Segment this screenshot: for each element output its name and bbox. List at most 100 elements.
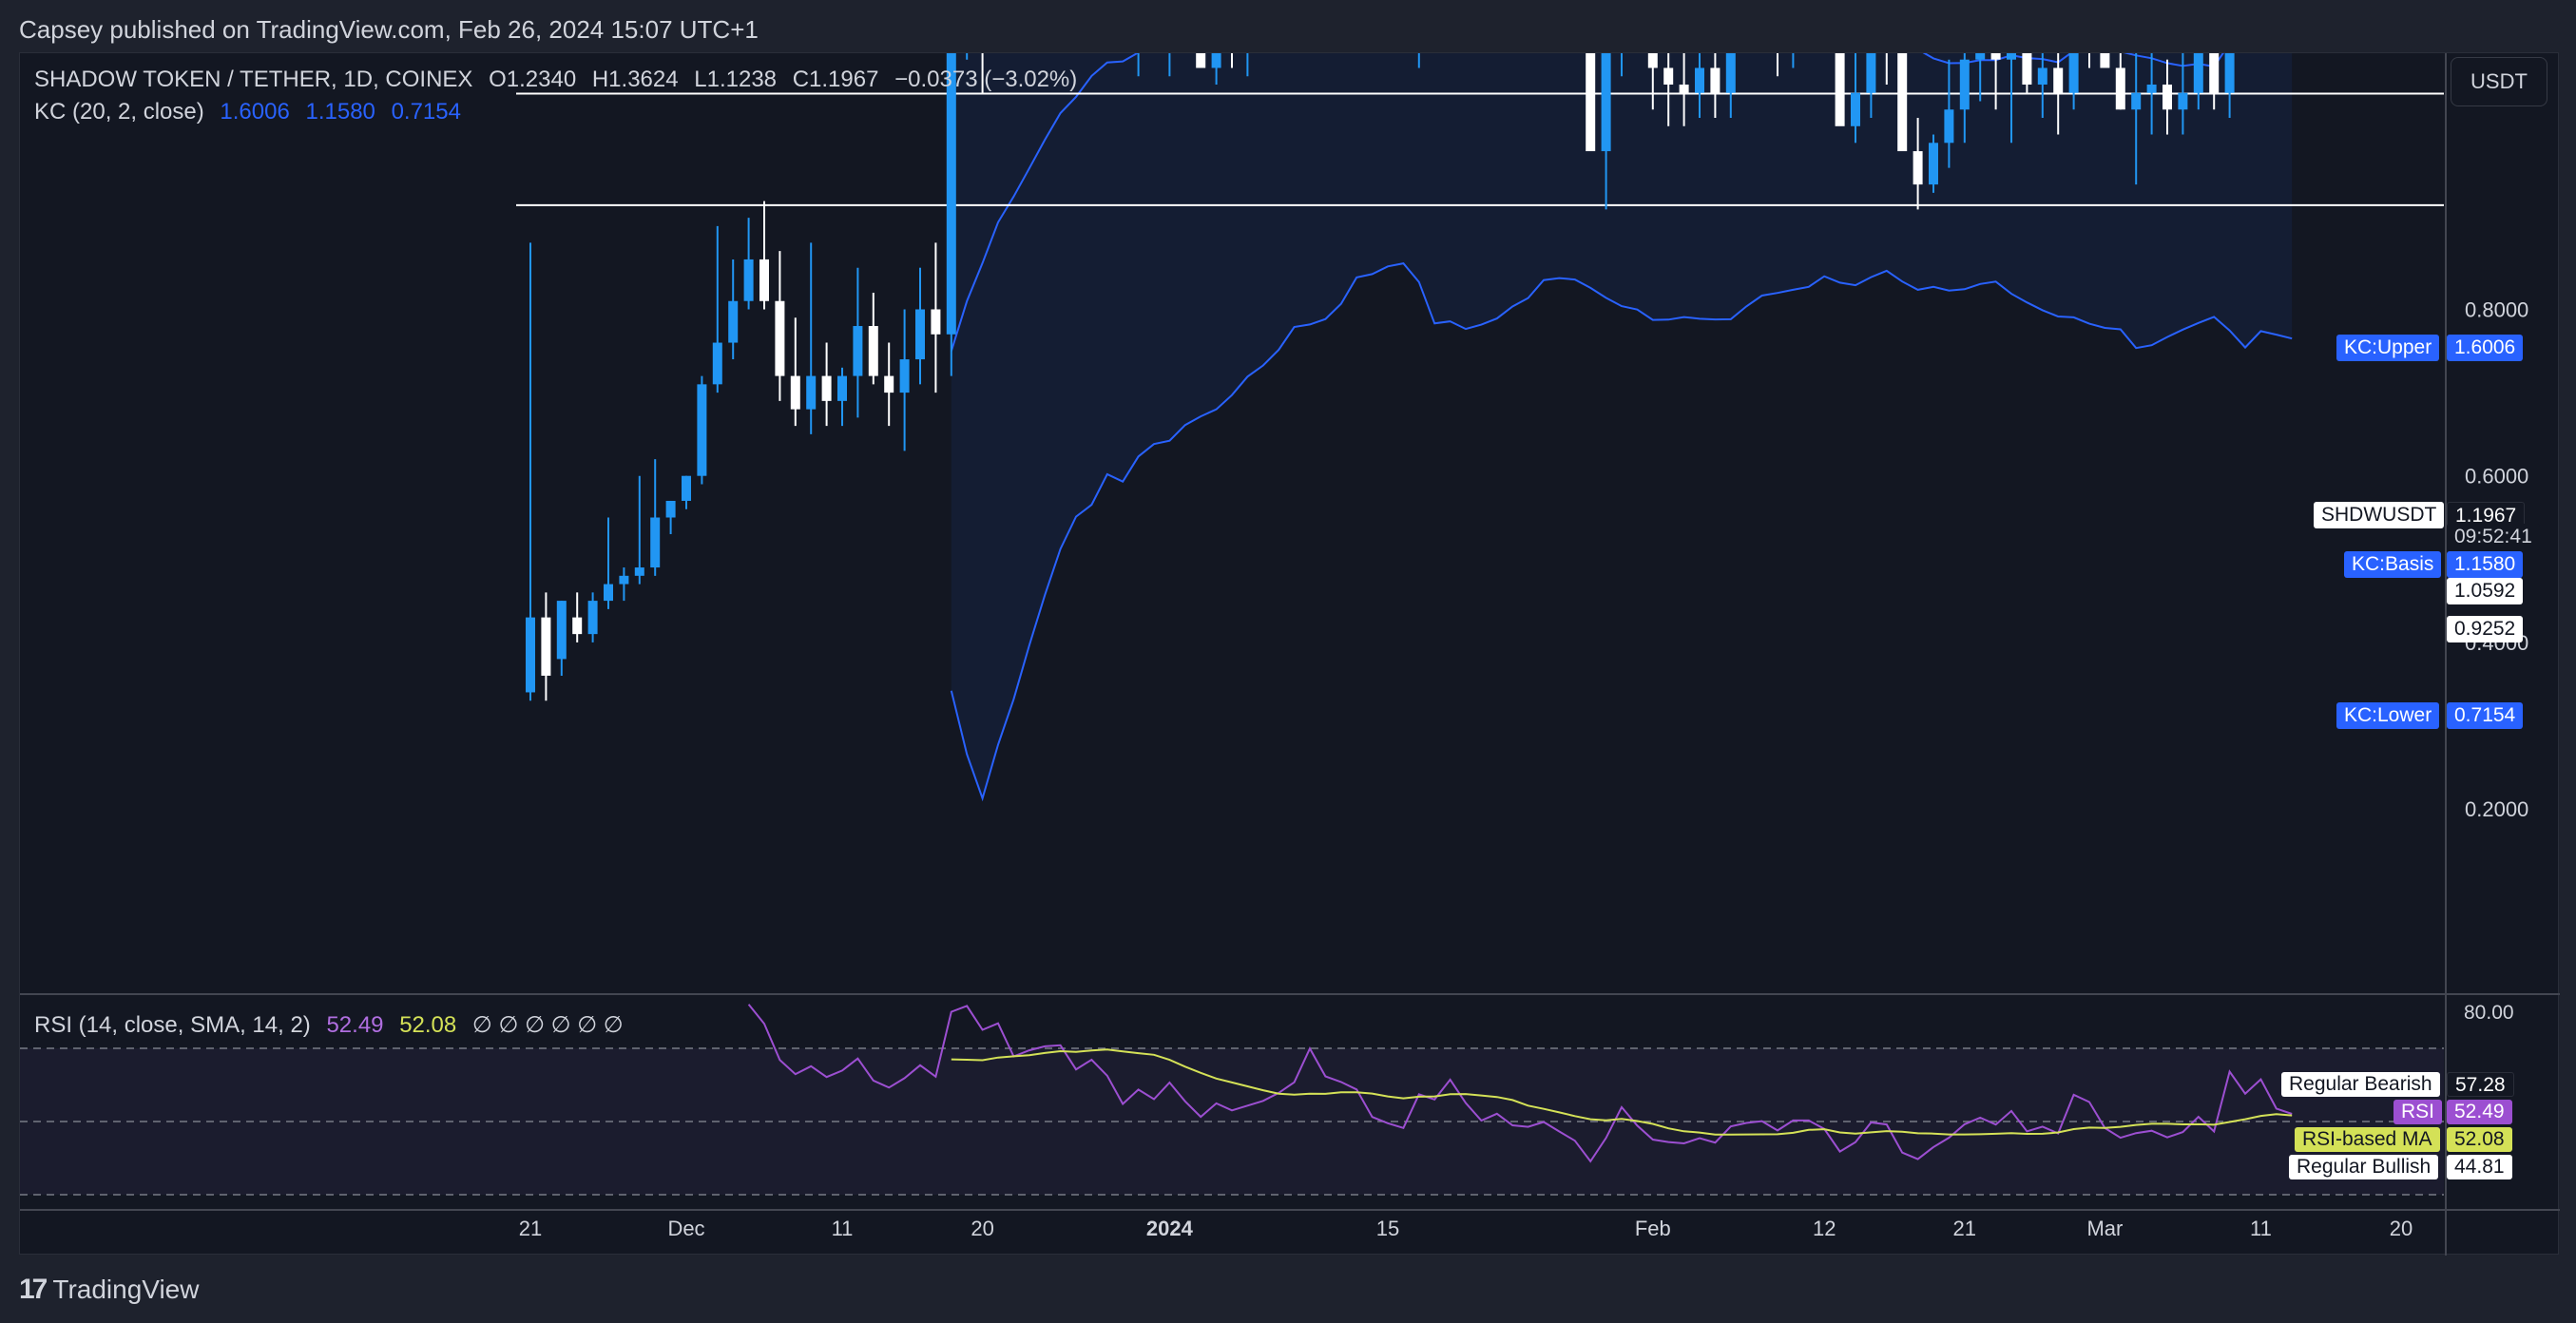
x-tick-label: 20 [971, 1217, 993, 1240]
candle-body [604, 584, 613, 602]
candle-body [2007, 53, 2016, 60]
rsi-ma-line [951, 1048, 2293, 1136]
candle-body [931, 309, 941, 335]
kc-upper-value: 1.6006 [220, 99, 290, 125]
regular-bearish-tag: Regular Bearish [2281, 1072, 2440, 1097]
candle-body [1679, 84, 1689, 93]
candle-body [1725, 53, 1736, 93]
symbol-tag: SHDWUSDT [2314, 502, 2445, 528]
x-tick-label: 11 [2250, 1217, 2272, 1240]
candle-body [2115, 67, 2125, 110]
candle-body [619, 575, 629, 585]
x-tick-label: 15 [1376, 1217, 1399, 1240]
candle-body [2100, 53, 2110, 68]
candle-body [2053, 67, 2064, 93]
ohlc-open: O1.2340 [489, 67, 577, 92]
kc-legend: KC (20, 2, close) 1.6006 1.1580 0.7154 [34, 99, 471, 125]
ohlc-close: C1.1967 [792, 67, 879, 92]
kc-basis-tag: KC:Basis [2344, 551, 2442, 578]
candle-body [837, 375, 847, 401]
kc-upper-price: 1.6006 [2447, 335, 2524, 361]
price-chart-svg[interactable]: 2.00001.80001.40000.80000.60000.40000.20… [20, 53, 2560, 1256]
regular-bullish-tag: Regular Bullish [2289, 1155, 2439, 1179]
regular-bearish-val: 57.28 [2447, 1072, 2514, 1097]
kc-lower-value: 0.7154 [391, 99, 461, 125]
publish-credit: Capsey published on TradingView.com, Feb… [19, 15, 759, 44]
y-tick-label: 0.2000 [2465, 797, 2528, 821]
candle-body [1944, 109, 1954, 144]
rsi-line [747, 1004, 2293, 1163]
candle-body [1647, 53, 1658, 68]
candle-body [759, 259, 769, 301]
candle-body [899, 359, 910, 393]
tradingview-logo-icon: 17 [19, 1274, 48, 1305]
kc-channel-fill [951, 53, 2293, 798]
candle-body [1710, 67, 1721, 93]
candle-body [682, 475, 691, 501]
candle-body [587, 601, 598, 635]
rsi-ma-legend-value: 52.08 [399, 1012, 457, 1038]
candle-body [2068, 53, 2079, 93]
candle-body [1990, 53, 2001, 60]
rsi-tag: RSI [2393, 1100, 2443, 1124]
candle-body [1601, 53, 1611, 152]
candle-body [665, 500, 676, 518]
candle-body [712, 342, 722, 385]
ohlc-high: H1.3624 [591, 67, 679, 92]
candle-body [1695, 67, 1704, 93]
ohlc-change: −0.0373 (−3.02%) [894, 67, 1078, 92]
candle-body [1975, 53, 1986, 60]
symbol-legend: SHADOW TOKEN / TETHER, 1D, COINEX O1.234… [34, 67, 1086, 93]
rsi-na-values: ∅ ∅ ∅ ∅ ∅ ∅ [471, 1012, 624, 1038]
candle-body [1211, 53, 1221, 68]
symbol-title[interactable]: SHADOW TOKEN / TETHER, 1D, COINEX [34, 67, 473, 92]
rsi-legend-value: 52.49 [326, 1012, 384, 1038]
candle-body [775, 300, 785, 376]
candle-body [2209, 53, 2220, 93]
candle-body [572, 617, 583, 635]
kc-basis-price: 1.1580 [2447, 551, 2524, 578]
kc-basis-value: 1.1580 [305, 99, 375, 125]
candle-body [1929, 143, 1938, 185]
candle-body [853, 326, 863, 376]
rsi-axis-top: 80.00 [2464, 1002, 2514, 1024]
level2-tag: 0.9252 [2447, 616, 2524, 642]
candle-body [1913, 151, 1923, 185]
currency-button[interactable]: USDT [2451, 57, 2547, 106]
candle-body [1897, 53, 1908, 152]
tradingview-logo[interactable]: 17 TradingView [19, 1274, 199, 1306]
candle-body [2224, 53, 2235, 93]
candle-body [2193, 53, 2203, 93]
x-tick-label: 20 [2390, 1217, 2413, 1240]
x-tick-label: Feb [1635, 1217, 1671, 1240]
candle-body [821, 375, 832, 401]
rsi-ma-val: 52.08 [2447, 1127, 2512, 1152]
candle-body [1663, 67, 1674, 85]
y-tick-label: 0.6000 [2465, 465, 2528, 489]
candle-body [2178, 92, 2188, 110]
x-tick-label: 2024 [1146, 1217, 1194, 1240]
kc-lower-line [950, 262, 2293, 802]
chart-frame[interactable]: 2.00001.80001.40000.80000.60000.40000.20… [19, 52, 2560, 1256]
candle-body [1959, 59, 1970, 110]
candle-body [2037, 67, 2047, 85]
candle-body [541, 617, 551, 676]
kc-basis-line [950, 53, 2224, 352]
candle-body [946, 53, 956, 335]
rsi-indicator-name[interactable]: RSI (14, close, SMA, 14, 2) [34, 1012, 311, 1038]
kc-upper-tag: KC:Upper [2336, 335, 2440, 361]
kc-lower-price: 0.7154 [2447, 702, 2524, 729]
kc-indicator-name[interactable]: KC (20, 2, close) [34, 99, 204, 125]
candle-body [1196, 53, 1206, 68]
x-tick-label: 21 [519, 1217, 542, 1240]
countdown-tag: 09:52:41 [2447, 524, 2540, 550]
candle-body [743, 259, 754, 301]
candle-body [1835, 53, 1845, 126]
regular-bullish-val: 44.81 [2447, 1155, 2512, 1179]
candle-body [2163, 84, 2172, 110]
level1-tag: 1.0592 [2447, 578, 2524, 604]
candle-body [1586, 53, 1596, 152]
candle-body [1851, 92, 1860, 126]
candle-body [2022, 53, 2032, 85]
rsi-ma-tag: RSI-based MA [2295, 1127, 2440, 1152]
